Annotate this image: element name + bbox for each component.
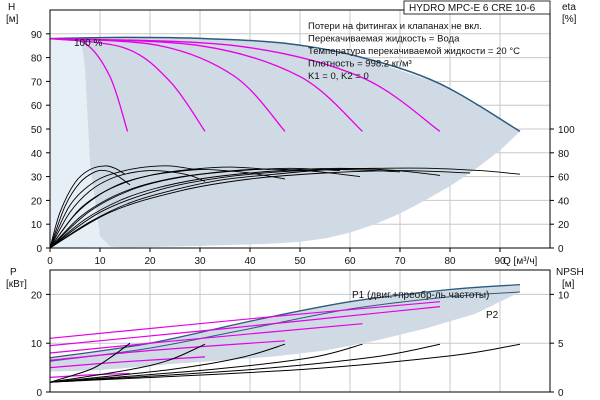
head-tick-label: 60 bbox=[31, 101, 43, 112]
efficiency-curve bbox=[49, 169, 401, 249]
annotation-line: Плотность = 998.2 кг/м³ bbox=[308, 59, 412, 70]
annotation-line: Температура перекачиваемой жидкости = 20… bbox=[308, 46, 520, 57]
npsh-curve bbox=[49, 343, 521, 383]
head-curves bbox=[49, 37, 441, 132]
head-curve bbox=[49, 37, 206, 132]
npsh-curve bbox=[49, 343, 206, 383]
flow-tick-label: 90 bbox=[494, 256, 506, 267]
efficiency-curve bbox=[49, 166, 271, 249]
efficiency-curves bbox=[49, 165, 521, 249]
npsh-curve bbox=[49, 343, 363, 383]
flow-tick-label: 40 bbox=[244, 256, 256, 267]
head-axis-name: H bbox=[8, 2, 15, 13]
flow-tick-label: 30 bbox=[194, 256, 206, 267]
efficiency-curve bbox=[49, 165, 196, 249]
power-npsh-panel: 0 10 20 0 5 10 P [кВт] NPSH [м] P1 (двиг.+пр… bbox=[6, 267, 584, 399]
power-curve bbox=[49, 356, 206, 369]
annotation-line: Потери на фитингах и клапанах не вкл. bbox=[308, 21, 482, 32]
p2-curve-label: P2 bbox=[486, 310, 499, 321]
chart-title: HYDRO MPC-E 6 CRE 10-6 bbox=[409, 3, 536, 14]
head-axis-ticks: 0 10 20 30 40 50 60 70 80 90 bbox=[31, 30, 50, 255]
head-tick-label: 0 bbox=[36, 244, 42, 255]
head-tick-label: 40 bbox=[31, 149, 43, 160]
head-tick-label: 80 bbox=[31, 54, 43, 65]
efficiency-curve bbox=[49, 169, 131, 249]
power-axis-name: P bbox=[10, 267, 17, 278]
efficiency-curve bbox=[49, 170, 206, 249]
flow-axis-label: Q [м³/ч] bbox=[503, 256, 538, 267]
power-tick-label: 10 bbox=[31, 339, 43, 350]
power-curve bbox=[49, 301, 441, 339]
npsh-curve bbox=[49, 343, 286, 383]
efficiency-tick-label: 20 bbox=[558, 220, 570, 231]
head-envelope-area bbox=[50, 37, 520, 248]
npsh-curves bbox=[49, 342, 521, 383]
flow-tick-label: 10 bbox=[94, 256, 106, 267]
p2-max-curve bbox=[49, 291, 521, 362]
flow-tick-label: 70 bbox=[394, 256, 406, 267]
power-axis-unit: [кВт] bbox=[6, 279, 27, 290]
flow-tick-label: 80 bbox=[444, 256, 456, 267]
npsh-axis-unit: [м] bbox=[562, 279, 575, 290]
power-curve bbox=[49, 306, 441, 347]
top-operating-envelope bbox=[49, 36, 521, 248]
head-axis-unit: [м] bbox=[6, 14, 19, 25]
power-tick-label: 0 bbox=[36, 388, 42, 399]
power-curves bbox=[49, 301, 441, 378]
chart-annotations: Потери на фитингах и клапанах не вкл. Пер… bbox=[308, 0, 551, 82]
efficiency-tick-label: 100 bbox=[558, 125, 575, 136]
efficiency-curve bbox=[49, 167, 521, 249]
flow-tick-label: 50 bbox=[294, 256, 306, 267]
efficiency-tick-label: 60 bbox=[558, 173, 570, 184]
head-efficiency-panel: 0 10 20 30 40 50 60 70 80 90 0 20 40 60 80 100 0 10 20 30… bbox=[6, 0, 577, 267]
head-tick-label: 10 bbox=[31, 220, 43, 231]
efficiency-axis-name: eta bbox=[562, 2, 576, 13]
npsh-tick-label: 5 bbox=[558, 339, 564, 350]
flow-tick-label: 20 bbox=[144, 256, 156, 267]
flow-tick-label: 60 bbox=[344, 256, 356, 267]
bottom-plot-frame bbox=[49, 269, 551, 393]
npsh-curve bbox=[49, 343, 441, 383]
efficiency-curve bbox=[49, 167, 441, 249]
efficiency-axis-ticks: 0 20 40 60 80 100 bbox=[550, 125, 575, 255]
head-tick-label: 70 bbox=[31, 77, 43, 88]
head-envelope-light-band bbox=[50, 38, 110, 248]
npsh-tick-label: 10 bbox=[558, 290, 570, 301]
efficiency-axis-unit: [%] bbox=[562, 14, 577, 25]
p1-max-curve bbox=[49, 283, 521, 359]
efficiency-tick-label: 80 bbox=[558, 149, 570, 160]
max-head-curve bbox=[49, 36, 521, 133]
npsh-tick-label: 0 bbox=[558, 388, 564, 399]
npsh-curve bbox=[49, 342, 131, 383]
head-tick-label: 50 bbox=[31, 125, 43, 136]
annotation-line: Перекачиваемая жидкость = Вода bbox=[308, 34, 460, 45]
head-curve bbox=[49, 37, 441, 132]
power-axis-ticks: 0 10 20 bbox=[31, 290, 50, 399]
power-curve bbox=[49, 372, 131, 378]
power-curve bbox=[49, 340, 286, 361]
efficiency-tick-label: 0 bbox=[558, 244, 564, 255]
efficiency-curve bbox=[49, 170, 471, 249]
npsh-axis-name: NPSH bbox=[556, 267, 584, 278]
efficiency-tick-label: 40 bbox=[558, 196, 570, 207]
head-tick-label: 30 bbox=[31, 173, 43, 184]
title-box bbox=[403, 0, 551, 15]
head-tick-label: 90 bbox=[31, 30, 43, 41]
efficiency-curve bbox=[49, 167, 341, 249]
npsh-axis-ticks: 0 5 10 bbox=[550, 290, 570, 399]
flow-tick-label: 0 bbox=[47, 256, 53, 267]
flow-axis-ticks: 0 10 20 30 40 50 60 70 80 90 bbox=[47, 248, 506, 267]
p1-curve-label: P1 (двиг.+преобр-ль частоты) bbox=[352, 289, 489, 301]
head-tick-label: 20 bbox=[31, 196, 43, 207]
power-tick-label: 20 bbox=[31, 290, 43, 301]
annotation-line: K1 = 0, K2 = 0 bbox=[308, 71, 369, 82]
speed-label: 100 % bbox=[74, 38, 102, 49]
power-curve bbox=[49, 323, 363, 354]
efficiency-curve bbox=[49, 165, 126, 249]
